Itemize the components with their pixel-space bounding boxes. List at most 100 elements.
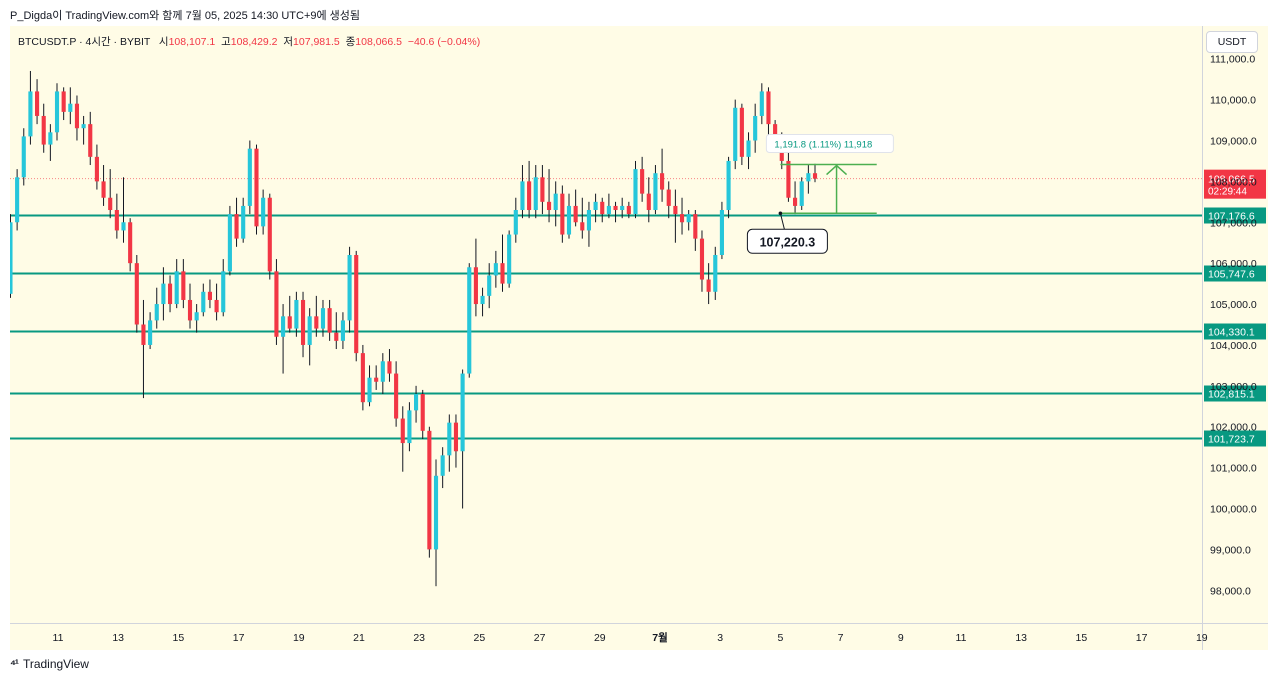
time-tick-label: 27 — [534, 632, 546, 644]
close-value: 108,066.5 — [355, 36, 402, 48]
time-tick-label: 5 — [777, 632, 783, 644]
candle-body — [287, 316, 292, 329]
candle-body — [241, 205, 246, 239]
time-tick-label: 23 — [413, 632, 425, 644]
candle-body — [513, 210, 518, 235]
candle-body — [699, 238, 705, 280]
candle-body — [101, 181, 106, 198]
candle-body — [114, 210, 119, 231]
symbol-ohlc-legend[interactable]: BTCUSDT.P · 4시간 · BYBIT 시108,107.1 고108,… — [18, 34, 480, 49]
time-tick-label: 15 — [173, 632, 185, 644]
candle-body — [447, 422, 452, 456]
candle-body — [380, 361, 385, 382]
candle-body — [573, 205, 578, 223]
candle-body — [261, 197, 266, 227]
level-price-label: 104,330.1 — [1208, 327, 1255, 339]
candle-body — [626, 205, 631, 215]
candle-body — [234, 214, 239, 239]
candle-body — [201, 291, 206, 313]
candle-body — [274, 271, 279, 337]
candle-body — [74, 103, 80, 129]
price-range-measure: 1,191.8 (1.11%) 11,918 107,220.3 — [746, 134, 894, 254]
candle-body — [433, 475, 439, 550]
symbol-name[interactable]: BTCUSDT.P · 4시간 · BYBIT — [18, 36, 151, 48]
level-price-tag — [1204, 265, 1266, 282]
chart-caption: P_Digda이 TradingView.com와 함께 7월 05, 2025… — [10, 10, 361, 22]
candle-body — [633, 169, 638, 215]
time-tick-label: 11 — [53, 632, 64, 644]
price-tick-label: 108,000.0 — [1210, 176, 1257, 188]
candle-body — [773, 124, 778, 141]
price-tick-label: 102,000.0 — [1210, 422, 1257, 434]
currency-unit-button[interactable]: USDT — [1206, 31, 1258, 53]
candle-body — [507, 234, 512, 284]
price-tick-label: 105,000.0 — [1210, 299, 1257, 311]
candle-body — [527, 181, 532, 211]
candle-body — [739, 107, 744, 157]
candle-body — [533, 177, 538, 211]
candle-body — [812, 173, 818, 179]
countdown-label: 02:29:44 — [1208, 187, 1247, 198]
candle-body — [374, 377, 379, 382]
candle-body — [766, 91, 771, 125]
candle-body — [713, 254, 718, 292]
candle-body — [566, 205, 572, 235]
price-tick-label: 111,000.0 — [1210, 54, 1255, 66]
chart-area[interactable]: 107,176.6 105,747.6 104,330.1 102,815.1 101,… — [10, 26, 1268, 650]
candle-body — [340, 320, 345, 341]
candle-body — [35, 91, 40, 116]
candle-body — [360, 353, 365, 403]
candle-body — [580, 222, 585, 231]
price-chart[interactable]: 107,176.6 105,747.6 104,330.1 102,815.1 101,… — [10, 26, 1268, 650]
candle-body — [327, 308, 332, 333]
candle-body — [10, 222, 13, 294]
candle-body — [793, 197, 798, 206]
price-tick-label: 106,000.0 — [1210, 258, 1257, 270]
candle-body — [394, 373, 399, 419]
candle-body — [94, 156, 99, 182]
candle-body — [174, 271, 179, 305]
candle-body — [586, 210, 592, 231]
price-tick-label: 104,000.0 — [1210, 340, 1257, 352]
candle-body — [620, 205, 625, 211]
candle-body — [148, 320, 153, 345]
candle-body — [121, 222, 126, 231]
candle-body — [467, 267, 472, 374]
candle-body — [267, 197, 272, 272]
time-tick-label: 17 — [1136, 632, 1148, 644]
candle-body — [453, 422, 459, 452]
candle-body — [753, 115, 758, 141]
support-resistance-levels: 107,176.6 105,747.6 104,330.1 102,815.1 101,… — [10, 169, 1266, 447]
candle-body — [473, 267, 478, 305]
candle-body — [493, 263, 498, 276]
candle-body — [307, 316, 312, 345]
price-tick-label: 103,000.0 — [1210, 381, 1257, 393]
price-tick-label: 101,000.0 — [1210, 463, 1257, 475]
time-tick-label: 15 — [1076, 632, 1088, 644]
candle-body — [281, 316, 286, 337]
level-price-label: 101,723.7 — [1208, 434, 1255, 446]
price-tick-label: 100,000.0 — [1210, 504, 1257, 516]
candle-body — [759, 91, 764, 116]
candle-body — [128, 222, 133, 264]
candle-body — [560, 193, 565, 235]
tradingview-logo-icon: ⁴¹ — [10, 657, 19, 671]
candle-body — [41, 115, 46, 145]
last-price-tag — [1204, 169, 1266, 199]
candle-body — [640, 169, 645, 194]
level-price-tag — [1204, 207, 1266, 224]
candle-body — [221, 271, 226, 313]
price-tick-label: 99,000.0 — [1210, 544, 1251, 556]
level-price-label: 107,176.6 — [1208, 211, 1255, 223]
candle-body — [161, 283, 166, 305]
candle-body — [54, 91, 60, 133]
change-value: −40.6 (−0.04%) — [407, 36, 481, 48]
candle-body — [48, 132, 53, 145]
candle-body — [686, 214, 691, 223]
candle-body — [28, 91, 33, 137]
footer-brand[interactable]: ⁴¹ TradingView — [10, 657, 89, 671]
candle-body — [726, 160, 731, 211]
low-label: 저 — [283, 36, 294, 48]
candle-body — [108, 197, 113, 211]
candle-body — [227, 214, 232, 272]
